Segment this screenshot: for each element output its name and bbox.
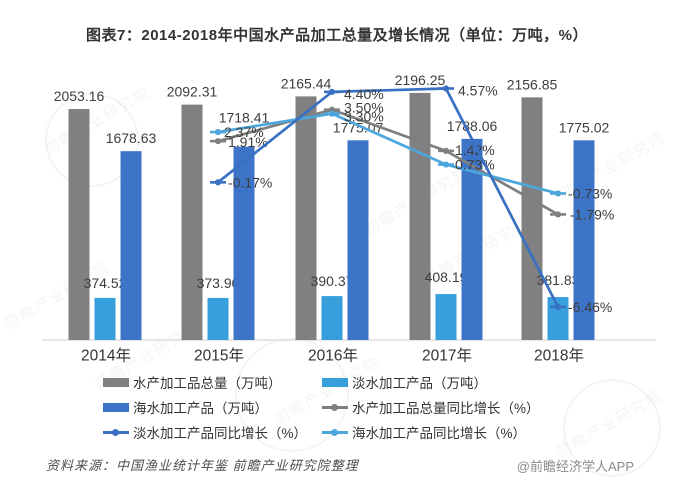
legend-line-swatch	[322, 428, 348, 436]
marker-dot	[328, 88, 336, 95]
line-series-seawater-growth: 2.37% 3.30% 0.73% -0.73%	[210, 109, 612, 201]
marker-dot	[328, 110, 336, 117]
legend-line-dot	[331, 428, 338, 436]
growth-line	[216, 112, 560, 195]
growth-line	[216, 87, 560, 309]
seawater-bar-2018年	[573, 140, 595, 340]
freshwater-bar-2017年	[435, 294, 457, 340]
line-value-label: 4.40%	[344, 86, 384, 102]
legend-item-total-growth: 水产加工品总量同比增长（%）	[322, 399, 540, 416]
watermark-ring	[235, 338, 349, 452]
x-axis-label: 2018年	[534, 347, 584, 365]
total-bar-2014年	[68, 109, 90, 340]
bar-value-label: 1788.06	[447, 118, 498, 134]
bar-value-label: 408.19	[425, 269, 468, 285]
brand-note: @前瞻经济学人APP	[516, 459, 634, 474]
legend-line-swatch	[103, 428, 129, 436]
legend-bar-swatch	[103, 402, 129, 412]
x-axis-label: 2014年	[81, 347, 131, 365]
total-bar-2016年	[295, 96, 317, 340]
seawater-bar-2014年	[120, 151, 142, 340]
marker-dot	[214, 128, 222, 136]
line-value-label: 4.57%	[458, 83, 498, 99]
legend-item-total: 水产加工品总量（万吨）	[103, 374, 322, 391]
line-value-label: -1.79%	[570, 206, 614, 222]
legend-item-freshwater: 淡水加工产品（万吨）	[322, 374, 540, 391]
bar-series-freshwater: 374.52 373.90 390.37 408.19 381.83	[84, 269, 580, 340]
legend-label: 淡水加工产品同比增长（%）	[133, 426, 308, 441]
legend-label: 水产加工品总量（万吨）	[133, 376, 282, 391]
bar-value-label: 2053.16	[54, 88, 105, 104]
source-note: 资料来源：中国渔业统计年鉴 前瞻产业研究院整理	[46, 458, 359, 473]
bar-series-total: 2053.16 2092.31 2165.44 2196.25 2156.85	[54, 72, 558, 341]
chart-legend: 水产加工品总量（万吨） 淡水加工产品（万吨） 海水加工产品（万吨） 水产加工品总量同比…	[103, 374, 540, 441]
line-value-label: -0.73%	[568, 185, 612, 201]
seawater-bar-2015年	[233, 146, 255, 340]
bar-value-label: 1678.63	[106, 130, 157, 146]
line-value-label: 3.30%	[344, 109, 384, 125]
watermark-ring	[45, 93, 139, 187]
bar-value-label: 2196.25	[395, 72, 446, 88]
line-value-label: 1.42%	[455, 142, 495, 158]
marker-dot	[442, 85, 450, 92]
total-bar-2018年	[521, 97, 543, 341]
chart-title: 图表7：2014-2018年中国水产品加工总量及增长情况（单位：万吨，%）	[86, 27, 588, 44]
line-value-label: 3.50%	[344, 100, 384, 116]
seawater-bar-2016年	[347, 140, 369, 340]
freshwater-bar-2016年	[321, 296, 343, 340]
freshwater-bar-2015年	[207, 297, 229, 340]
marker-dot	[442, 147, 450, 154]
marker-dot	[554, 190, 562, 197]
bar-value-label: 1775.02	[559, 119, 610, 135]
x-axis-label: 2016年	[308, 347, 358, 365]
legend-item-seawater: 海水加工产品（万吨）	[103, 399, 322, 416]
bar-value-label: 2165.44	[281, 75, 332, 91]
bar-value-label: 2092.31	[167, 84, 218, 100]
legend-label: 淡水加工产品（万吨）	[352, 376, 487, 391]
line-value-label: 1.91%	[228, 134, 268, 150]
bar-value-label: 390.37	[311, 273, 354, 289]
freshwater-bar-2018年	[547, 297, 569, 340]
legend-label: 海水加工产品（万吨）	[133, 401, 268, 416]
line-value-label: 0.73%	[455, 157, 495, 173]
line-series-freshwater-growth: -0.17% 4.40% 4.57% -6.46%	[210, 83, 612, 315]
line-value-label: 2.37%	[224, 124, 264, 140]
freshwater-bar-2014年	[94, 297, 116, 340]
x-axis-label: 2017年	[422, 347, 472, 365]
legend-line-dot	[112, 428, 119, 436]
legend-label: 水产加工品总量同比增长（%）	[352, 401, 540, 416]
line-value-label: -0.17%	[228, 174, 272, 190]
legend-line-dot	[331, 403, 338, 411]
marker-dot	[554, 211, 562, 218]
legend-line-swatch	[322, 403, 348, 411]
legend-bar-swatch	[322, 377, 348, 387]
marker-dot	[214, 138, 222, 145]
legend-label: 海水加工产品同比增长（%）	[352, 426, 527, 441]
seawater-bar-2017年	[461, 138, 483, 340]
marker-dot	[214, 179, 222, 186]
watermark-ring	[563, 379, 661, 477]
bar-value-label: 374.52	[84, 275, 127, 291]
total-bar-2017年	[409, 92, 431, 340]
legend-bar-swatch	[103, 377, 129, 387]
growth-line	[216, 108, 560, 216]
legend-item-seawater-growth: 海水加工产品同比增长（%）	[322, 424, 540, 441]
line-value-label: -6.46%	[568, 299, 612, 315]
line-series-total-growth: 1.91% 3.50% 1.42% -1.79%	[210, 100, 614, 222]
marker-dot	[442, 161, 450, 168]
x-axis-label: 2015年	[194, 347, 244, 365]
marker-dot	[554, 303, 562, 311]
legend-item-freshwater-growth: 淡水加工产品同比增长（%）	[103, 424, 322, 441]
bar-value-label: 373.90	[197, 275, 240, 291]
bar-value-label: 2156.85	[507, 76, 558, 92]
bar-value-label: 1718.41	[219, 110, 270, 126]
total-bar-2015年	[181, 104, 203, 340]
